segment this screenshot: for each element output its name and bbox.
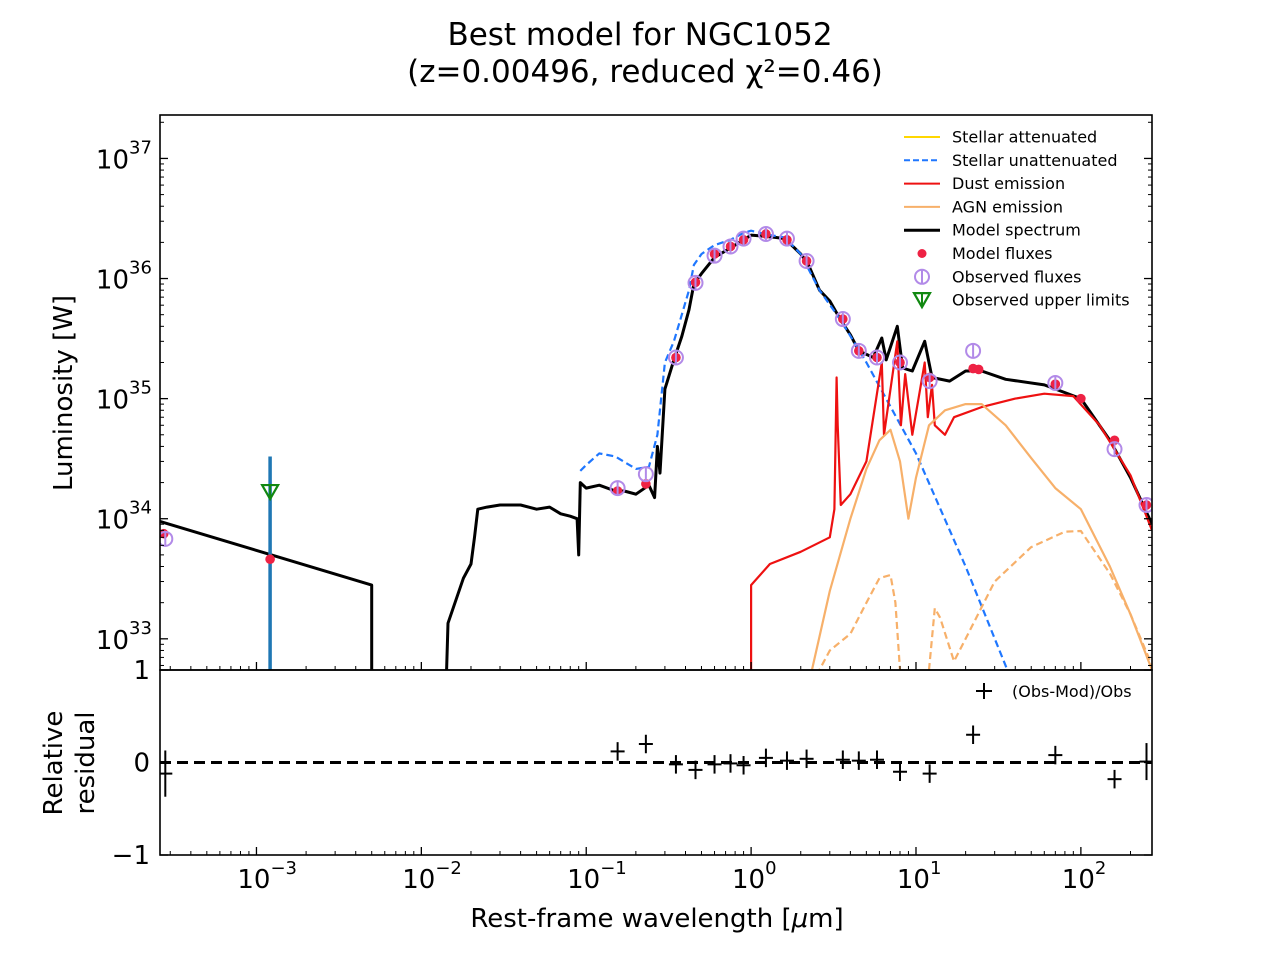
top-legend: Stellar attenuated Stellar unattenuated Du… [904, 128, 1130, 310]
y-tick-label-3: 10 [96, 266, 129, 296]
y-tick-exponent-3: 36 [129, 258, 152, 279]
x-tick-label-0: 10 [237, 865, 270, 895]
x-tick-label-3: 10 [732, 865, 765, 895]
x-axis-label-mu: μ [791, 904, 809, 934]
x-tick-exponent-4: 1 [930, 858, 941, 879]
x-tick-label-5: 10 [1062, 865, 1095, 895]
model-flux-point-1 [265, 554, 275, 565]
x-axis-label: Rest-frame wavelength [μm] [470, 904, 843, 934]
legend-label-stellar-unattenuated: Stellar unattenuated [952, 151, 1117, 170]
top-panel-series [160, 229, 1152, 670]
x-axis-label-text: Rest-frame wavelength [ [470, 904, 791, 934]
series-agn-emission-solid-0 [810, 403, 1152, 670]
x-tick-label-1: 10 [402, 865, 435, 895]
model-flux-point-20 [1076, 393, 1086, 404]
x-axis-label-end: m] [808, 904, 843, 934]
y-axis-label-bottom-line1: Relative [39, 711, 69, 816]
legend-label-model-fluxes: Model fluxes [952, 244, 1053, 263]
model-flux-point-18 [973, 364, 984, 375]
legend-marker-model-fluxes [917, 249, 927, 258]
x-tick-exponent-1: −2 [435, 858, 462, 879]
y-axis-label-top: Luminosity [W] [49, 295, 79, 491]
legend-label-model-spectrum: Model spectrum [952, 221, 1081, 240]
y-tick-exponent-0: 33 [129, 618, 152, 639]
series-stellar-unattenuated-0 [579, 229, 1009, 670]
y-tick-label-4: 10 [96, 145, 129, 175]
series-agn-emission-dashed-0 [818, 573, 902, 670]
legend-label-stellar-attenuated: Stellar attenuated [952, 128, 1097, 147]
y-axis-label-bottom-line2: residual [71, 711, 101, 814]
series-dust-emission-0 [750, 340, 1152, 670]
y-tick-label-2: 10 [96, 386, 129, 416]
y-tick-label-1: 10 [96, 506, 129, 536]
residual-y-tick-label-1: 0 [133, 749, 150, 779]
chart-title-line2: (z=0.00496, reduced χ²=0.46) [407, 54, 883, 90]
series-model-spectrum-1 [445, 233, 1152, 670]
legend-label-observed-upper-limits: Observed upper limits [952, 291, 1130, 310]
legend-label-agn-emission: AGN emission [952, 197, 1063, 216]
y-tick-exponent-4: 37 [129, 137, 152, 158]
x-tick-label-4: 10 [897, 865, 930, 895]
legend-label-dust-emission: Dust emission [952, 174, 1065, 193]
x-tick-exponent-0: −3 [270, 858, 297, 879]
residual-legend-label: (Obs-Mod)/Obs [1012, 682, 1132, 701]
bottom-panel-series [160, 725, 1152, 797]
y-tick-exponent-2: 35 [129, 378, 152, 399]
chart-title-line1: Best model for NGC1052 [447, 17, 832, 53]
x-tick-exponent-3: 0 [765, 858, 776, 879]
series-model-spectrum-0 [160, 519, 374, 670]
y-tick-exponent-1: 34 [129, 498, 152, 519]
y-tick-label-0: 10 [96, 626, 129, 656]
residual-y-tick-label-0: −1 [112, 841, 150, 871]
x-tick-exponent-2: −1 [600, 858, 627, 879]
residual-y-tick-label-2: 1 [133, 656, 150, 686]
bottom-legend: (Obs-Mod)/Obs [976, 682, 1132, 701]
x-tick-exponent-5: 2 [1095, 858, 1106, 879]
series-agn-emission-dashed-1 [927, 529, 1152, 670]
top-panel-markers [160, 225, 1152, 565]
legend-label-observed-fluxes: Observed fluxes [952, 267, 1081, 286]
x-tick-label-2: 10 [567, 865, 600, 895]
